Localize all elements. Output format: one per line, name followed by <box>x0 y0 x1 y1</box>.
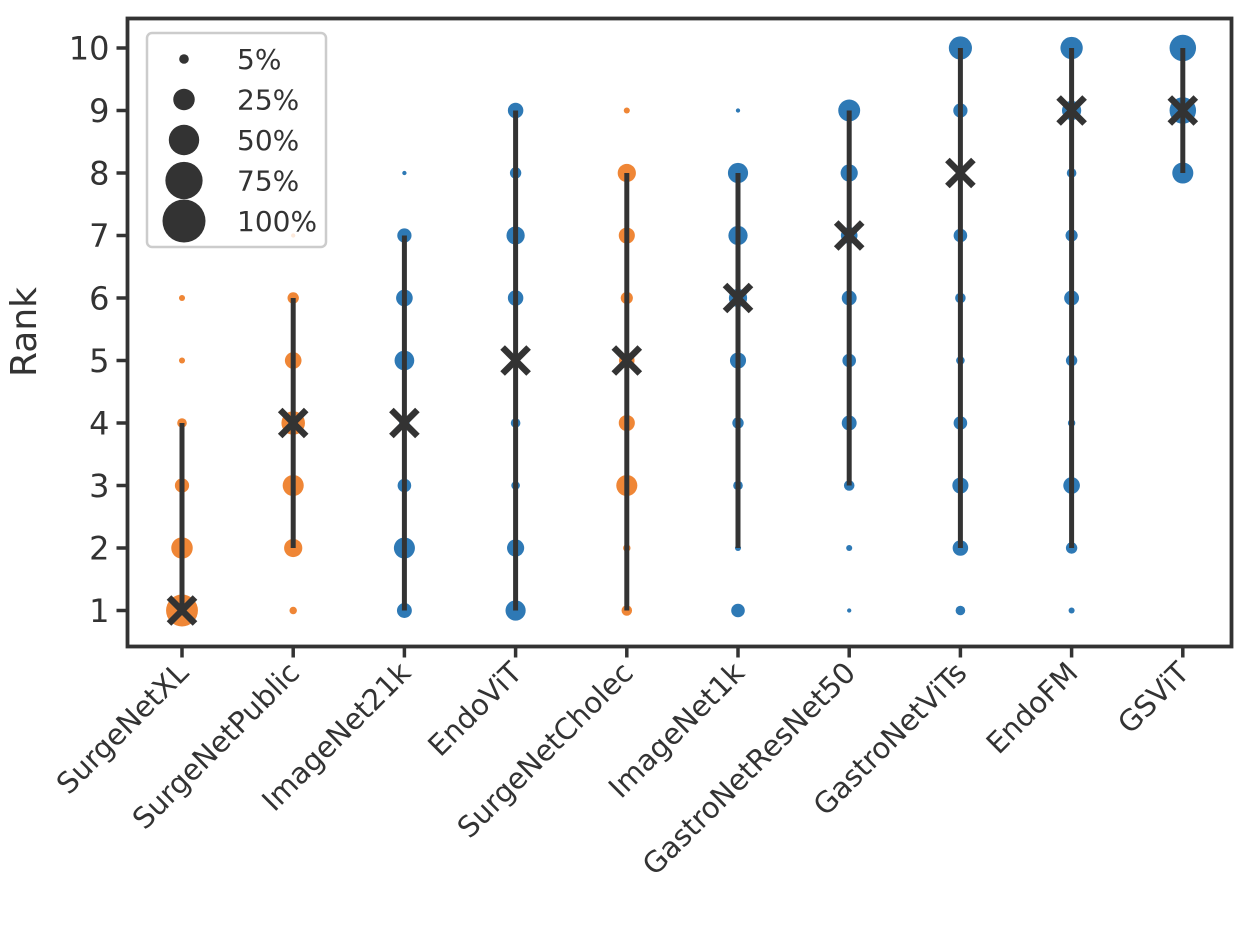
bubble-EndoFM-rank-1 <box>1068 607 1075 614</box>
y-tick-label-2: 2 <box>89 530 109 568</box>
median-x-marker-ImageNet1k <box>722 282 754 314</box>
legend-label-25: 25% <box>237 84 299 117</box>
legend-bubble-5 <box>179 54 189 64</box>
y-tick-label-9: 9 <box>89 92 109 130</box>
y-tick-label-10: 10 <box>69 30 110 68</box>
legend-bubble-100 <box>162 199 206 243</box>
median-x-marker-SurgeNetCholec <box>611 345 643 376</box>
y-axis-label: Rank <box>4 287 45 377</box>
bubble-ImageNet21k-rank-8 <box>402 170 407 176</box>
legend-label-75: 75% <box>237 165 299 198</box>
median-x-marker-SurgeNetPublic <box>277 407 309 439</box>
median-x-marker-SurgeNetXL <box>166 595 198 626</box>
median-x-marker-ImageNet21k <box>389 407 420 439</box>
median-x-marker-GSViT <box>1167 95 1199 126</box>
y-tick-label-7: 7 <box>89 217 109 255</box>
y-tick-label-8: 8 <box>89 155 109 193</box>
y-tick-label-3: 3 <box>89 467 109 505</box>
bubble-SurgeNetXL-rank-6 <box>178 294 186 302</box>
median-x-marker-GastroNetResNet50 <box>833 220 865 251</box>
legend-label-100: 100% <box>237 205 317 238</box>
median-x-marker-GastroNetViTs <box>945 157 976 189</box>
y-tick-label-4: 4 <box>89 405 109 443</box>
legend-label-5: 5% <box>237 43 281 76</box>
y-tick-label-6: 6 <box>89 280 109 318</box>
bubble-GastroNetResNet50-rank-1 <box>847 608 852 613</box>
legend-bubble-25 <box>173 88 195 111</box>
plot-border <box>125 16 1234 649</box>
bubble-SurgeNetXL-rank-5 <box>178 357 186 364</box>
legend-bubble-50 <box>168 124 200 156</box>
median-x-marker-EndoViT <box>500 345 531 376</box>
bubble-ImageNet1k-rank-1 <box>731 603 745 618</box>
y-tick-label-5: 5 <box>89 342 109 380</box>
bubble-ImageNet1k-rank-9 <box>735 108 741 113</box>
bubble-GastroNetResNet50-rank-2 <box>846 544 853 552</box>
bubble-GastroNetViTs-rank-1 <box>955 605 966 616</box>
median-x-marker-EndoFM <box>1056 95 1087 126</box>
y-tick-label-1: 1 <box>89 592 109 630</box>
legend-bubble-75 <box>165 161 203 200</box>
bubble-SurgeNetPublic-rank-1 <box>289 606 297 615</box>
legend-label-50: 50% <box>237 124 299 157</box>
bubble-SurgeNetCholec-rank-9 <box>623 107 630 114</box>
